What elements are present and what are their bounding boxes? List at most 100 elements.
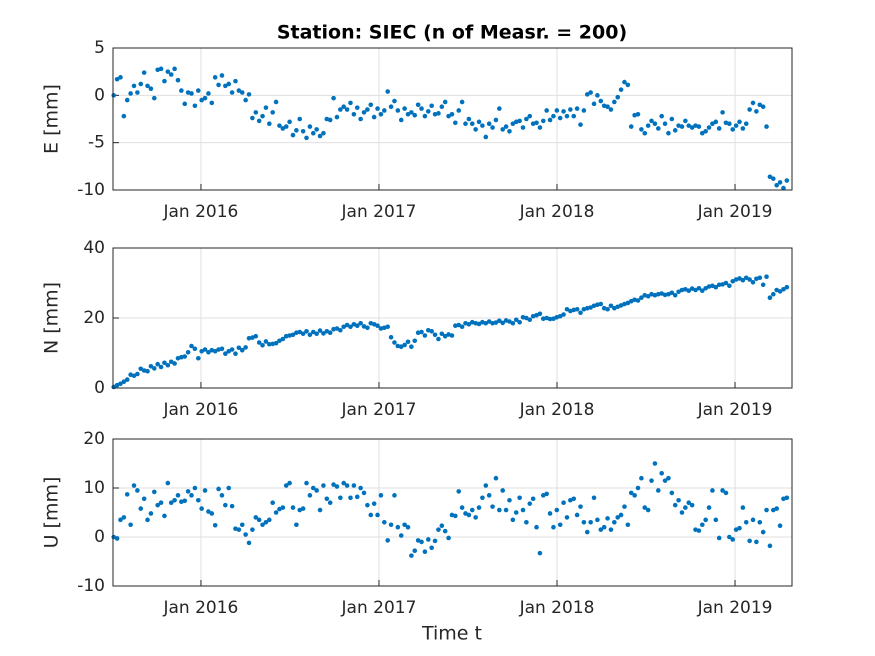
axes-frame [112, 47, 793, 191]
data-point [307, 493, 313, 498]
data-point [327, 500, 333, 506]
data-point [500, 488, 506, 493]
data-point [283, 124, 289, 129]
x-tick-label: Jan 2017 [341, 202, 417, 222]
data-point [429, 545, 434, 551]
data-point [290, 505, 296, 510]
data-point [716, 535, 722, 541]
data-point [185, 489, 191, 494]
data-point [662, 121, 668, 127]
data-point [206, 509, 211, 514]
data-point [135, 90, 140, 95]
data-point [280, 126, 286, 131]
data-point [253, 333, 259, 339]
data-point [202, 488, 208, 493]
data-point [473, 515, 478, 520]
data-point [260, 343, 265, 348]
data-point [388, 104, 394, 109]
data-point [469, 121, 475, 127]
data-point [652, 461, 658, 466]
data-point [398, 117, 404, 123]
x-tick-label: Jan 2019 [697, 598, 773, 618]
data-point [480, 123, 485, 128]
data-point [273, 510, 279, 515]
data-point [223, 502, 228, 508]
data-point [564, 113, 570, 119]
data-point [398, 344, 404, 350]
data-point [683, 505, 688, 510]
data-point [497, 318, 502, 324]
data-point [253, 110, 259, 115]
data-point [578, 310, 583, 316]
data-point [121, 113, 127, 119]
data-point [219, 493, 225, 498]
data-point [229, 90, 235, 95]
data-point [294, 522, 299, 528]
data-point [483, 483, 489, 488]
data-point [175, 493, 181, 498]
data-point [354, 323, 360, 329]
data-point [334, 484, 340, 489]
data-point [750, 517, 756, 523]
data-point [280, 505, 286, 510]
data-point [182, 101, 188, 107]
data-point [669, 490, 675, 496]
data-point [754, 539, 759, 545]
data-point [500, 320, 506, 326]
data-point [588, 305, 593, 310]
y-axis-label: E [mm] [41, 84, 63, 154]
data-point [256, 118, 262, 124]
data-point [649, 118, 654, 124]
data-point [490, 125, 495, 130]
data-point [395, 524, 401, 530]
data-point [304, 135, 309, 141]
data-point [189, 343, 194, 349]
data-point [703, 285, 708, 291]
data-point [483, 134, 489, 140]
data-point [456, 489, 462, 494]
data-point [162, 78, 167, 84]
data-point [354, 494, 360, 500]
data-point [402, 522, 407, 528]
data-point [723, 280, 729, 286]
data-point [601, 524, 607, 530]
data-point [625, 522, 631, 528]
data-point [155, 502, 160, 508]
data-point [662, 478, 668, 483]
data-point [138, 81, 144, 87]
data-point [239, 347, 245, 353]
data-point [277, 338, 282, 344]
data-point [777, 180, 783, 185]
data-point [777, 523, 783, 529]
data-point [439, 523, 445, 529]
data-point [622, 504, 627, 509]
y-axis-label: N [mm] [41, 282, 63, 354]
data-point [341, 104, 347, 109]
data-point [267, 341, 272, 347]
data-point [459, 324, 465, 330]
data-point [635, 485, 641, 491]
data-point [635, 298, 641, 303]
data-point [270, 110, 275, 115]
data-point [395, 108, 401, 113]
data-point [307, 332, 313, 338]
axes-frame [112, 438, 793, 587]
data-point [557, 313, 563, 319]
data-point [124, 97, 130, 103]
data-point [727, 534, 732, 540]
data-point [490, 504, 495, 509]
data-point [530, 496, 536, 502]
data-point [358, 320, 363, 326]
data-point [168, 359, 174, 365]
data-point [574, 306, 580, 312]
data-point [280, 336, 286, 342]
data-point [628, 490, 634, 496]
data-point [743, 520, 749, 525]
data-point [263, 339, 269, 344]
x-tick-label: Jan 2019 [697, 202, 773, 222]
data-point [652, 121, 658, 127]
data-point [199, 97, 204, 103]
data-point [699, 130, 705, 136]
data-point [747, 538, 752, 544]
data-point [459, 505, 465, 510]
